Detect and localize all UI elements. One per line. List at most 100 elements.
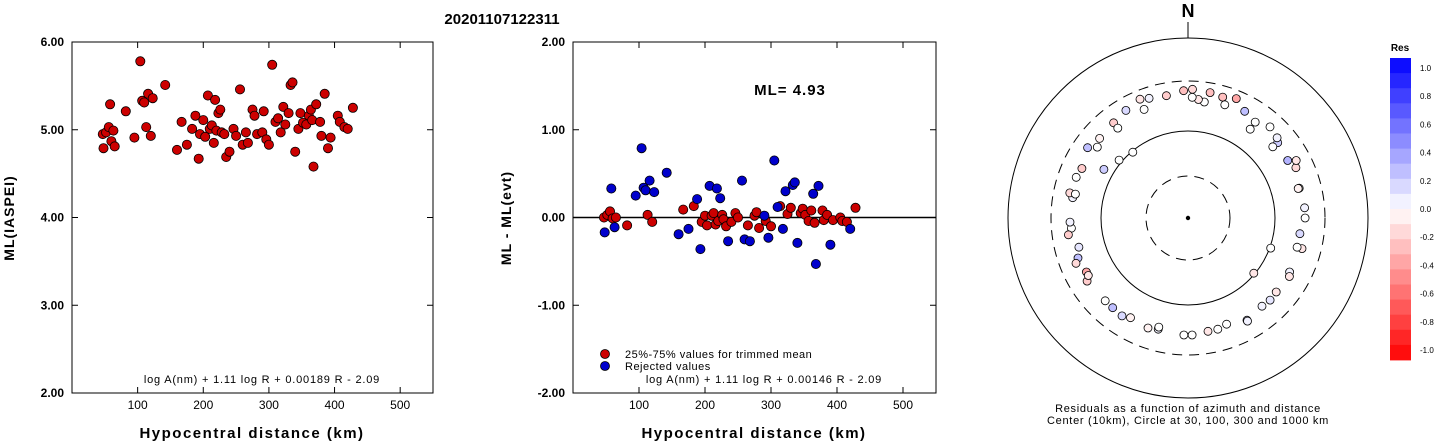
data-point [792, 237, 803, 248]
residual-point [1292, 242, 1302, 252]
residual-point [1240, 106, 1250, 116]
data-point [661, 167, 672, 178]
data-point [258, 106, 269, 117]
circle-300km [1050, 80, 1326, 356]
panel-polar-residuals: N Residuals as a function of azimuth and… [1007, 1, 1369, 427]
x-tick-label: 200 [193, 398, 213, 412]
y-tick-label: 2.00 [41, 386, 65, 400]
data-point [772, 201, 783, 212]
colorbar-cells [1390, 58, 1411, 361]
data-point [763, 232, 774, 243]
residual-point [1249, 268, 1259, 278]
legend-label-red: 25%-75% values for trimmed mean [625, 349, 812, 361]
center-marker [1185, 215, 1191, 221]
data-point [275, 127, 286, 138]
residual-point [1265, 122, 1275, 132]
data-point [810, 258, 821, 269]
data-point [769, 155, 780, 166]
data-point [198, 115, 209, 126]
y-tick-label: 1.00 [542, 123, 566, 137]
data-point [219, 129, 230, 140]
data-point [190, 110, 201, 121]
residual-point [1071, 172, 1081, 182]
circle-30km [1145, 175, 1231, 261]
y-tick-label: 2.00 [542, 35, 566, 49]
data-point [609, 222, 620, 233]
y-tick-label: 0.00 [542, 211, 566, 225]
residual-point [1077, 164, 1087, 173]
colorbar-cell [1390, 118, 1411, 134]
y-tick-label: -2.00 [538, 386, 566, 400]
x-tick-label: 100 [128, 398, 148, 412]
data-point [683, 223, 694, 234]
residual-point [1126, 313, 1135, 323]
data-point [290, 146, 301, 157]
residual-point [1179, 330, 1189, 340]
colorbar-cell [1390, 73, 1411, 89]
data-point [806, 205, 817, 216]
caption-line-1: Residuals as a function of azimuth and d… [1055, 403, 1321, 415]
residual-point [1213, 324, 1223, 334]
data-point [240, 127, 251, 138]
data-point [242, 137, 253, 148]
data-point [267, 59, 278, 70]
residual-point [1074, 242, 1084, 252]
data-point [325, 132, 336, 143]
residual-point [1071, 258, 1081, 268]
data-point [160, 80, 171, 91]
residual-point [1203, 326, 1213, 336]
data-point [695, 244, 706, 255]
data-point [678, 204, 689, 215]
marks: 100 200 300 400 500 2.00 3.00 4.00 5.00 6.00 [41, 35, 433, 412]
colorbar-cell [1390, 284, 1411, 300]
residual-point [1121, 106, 1131, 115]
data-point [754, 222, 765, 233]
marks: 100 200 300 400 500 -2.00 -1.00 0.00 1.00 2.00 [538, 35, 936, 412]
data-point [200, 131, 211, 142]
data-point [120, 106, 131, 117]
data-point [181, 139, 192, 150]
data-point [622, 220, 633, 231]
residual-point [1295, 229, 1305, 239]
residual-point [1300, 203, 1309, 213]
data-point [742, 220, 753, 231]
residual-point [1205, 88, 1215, 97]
colorbar-cell [1390, 239, 1411, 255]
residual-point [1266, 243, 1276, 253]
data-point [342, 123, 353, 134]
data-point [273, 113, 284, 124]
x-tick-label: 300 [761, 398, 781, 412]
residual-point [1100, 296, 1110, 306]
data-point [108, 125, 119, 136]
residual-point [1139, 105, 1149, 114]
residual-point [1300, 213, 1310, 223]
data-point [147, 93, 158, 104]
y-tick-label: 5.00 [41, 123, 65, 137]
residual-point [1095, 133, 1104, 143]
data-point [777, 223, 788, 234]
colorbar-cell [1390, 88, 1411, 104]
residual-point [1291, 156, 1301, 165]
formula-label: log A(nm) + 1.11 log R + 0.00189 R - 2.0… [144, 374, 380, 386]
data-point [642, 209, 653, 220]
x-axis-label: Hypocentral distance (km) [139, 425, 364, 441]
residual-point [1272, 133, 1282, 143]
data-point [825, 239, 836, 250]
data-point [193, 153, 204, 164]
data-point [145, 130, 156, 141]
data-point [744, 236, 755, 247]
colorbar-tick-label: 0.6 [1420, 120, 1432, 129]
data-point [322, 143, 333, 154]
data-point [647, 216, 658, 227]
data-point [224, 146, 235, 157]
residual-point [1250, 117, 1260, 127]
data-point [599, 227, 610, 238]
colorbar-tick-label: -0.6 [1420, 290, 1434, 299]
colorbar-cell [1390, 299, 1411, 316]
data-point [673, 229, 684, 240]
colorbar-cell [1390, 148, 1411, 165]
residual-point [1128, 147, 1138, 157]
data-point [640, 185, 651, 196]
colorbar-cell [1390, 178, 1411, 195]
colorbar-tick-label: -0.2 [1420, 233, 1434, 242]
